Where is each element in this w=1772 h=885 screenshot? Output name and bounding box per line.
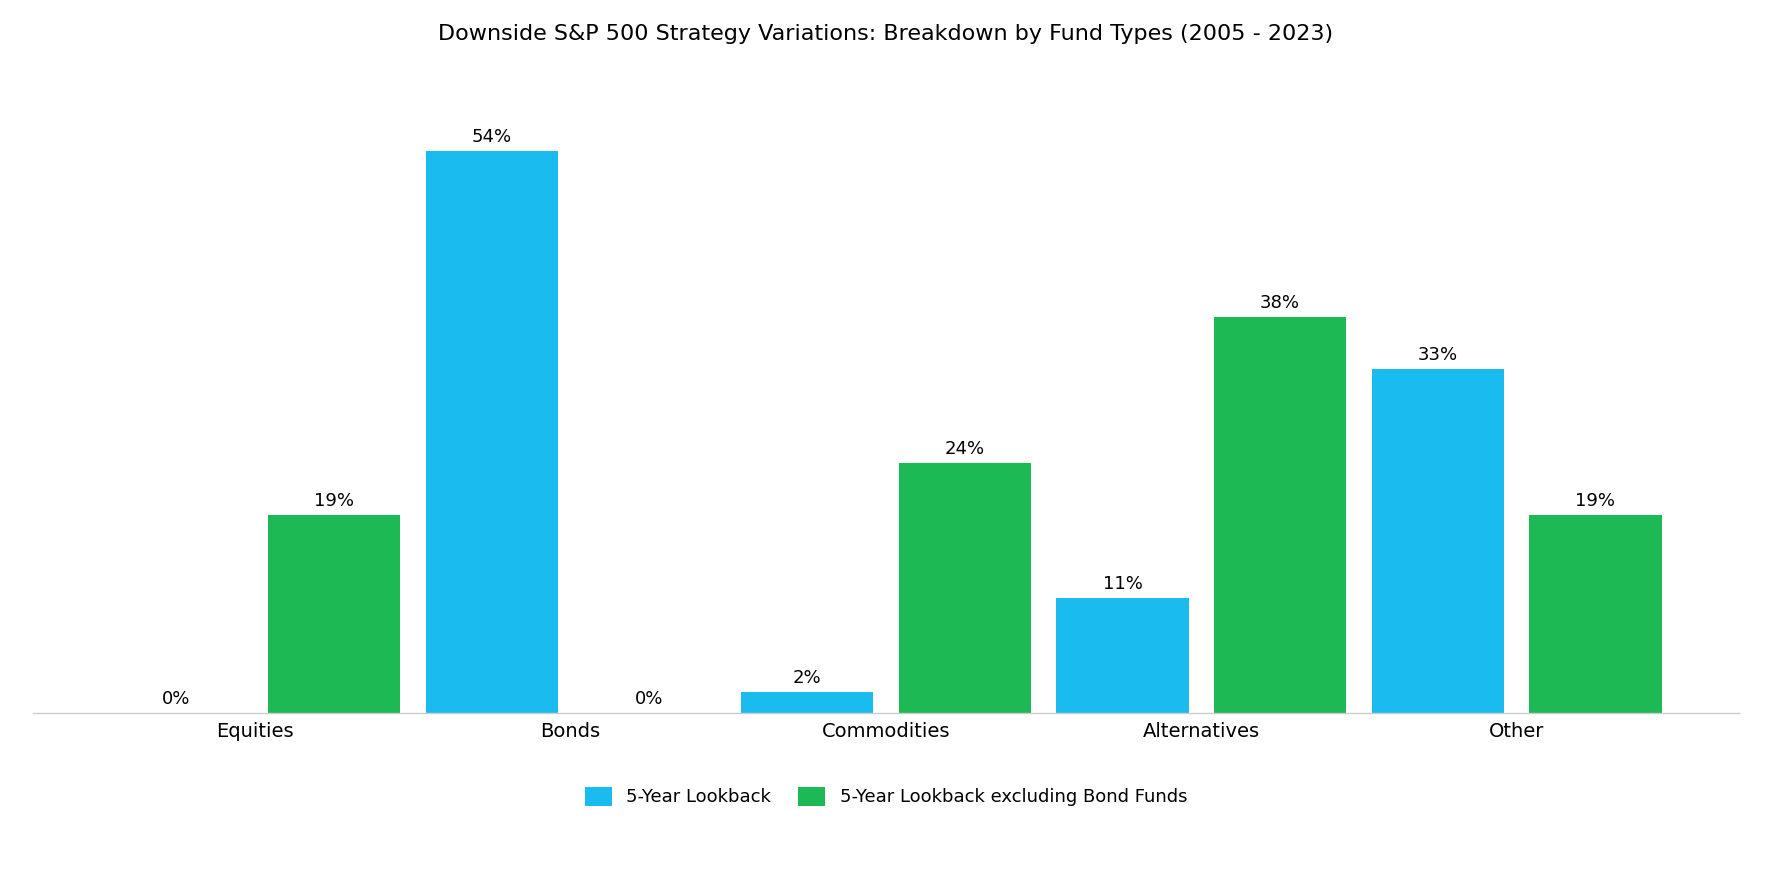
- Text: 38%: 38%: [1260, 294, 1301, 312]
- Bar: [1214, 318, 1347, 712]
- Text: 0%: 0%: [163, 689, 191, 707]
- Bar: [741, 692, 874, 712]
- Text: 54%: 54%: [471, 127, 512, 146]
- Text: 24%: 24%: [944, 440, 985, 458]
- Bar: [268, 515, 400, 712]
- Text: 33%: 33%: [1418, 346, 1458, 364]
- Legend: 5-Year Lookback, 5-Year Lookback excluding Bond Funds: 5-Year Lookback, 5-Year Lookback excludi…: [578, 780, 1194, 813]
- Text: 0%: 0%: [636, 689, 664, 707]
- Bar: [1056, 598, 1189, 712]
- Text: 11%: 11%: [1102, 575, 1143, 593]
- Title: Downside S&P 500 Strategy Variations: Breakdown by Fund Types (2005 - 2023): Downside S&P 500 Strategy Variations: Br…: [438, 24, 1334, 44]
- Text: 19%: 19%: [1575, 492, 1616, 510]
- Bar: [1529, 515, 1662, 712]
- Bar: [1372, 369, 1504, 712]
- Bar: [425, 150, 558, 712]
- Bar: [898, 463, 1031, 712]
- Text: 19%: 19%: [314, 492, 354, 510]
- Text: 2%: 2%: [792, 669, 822, 687]
